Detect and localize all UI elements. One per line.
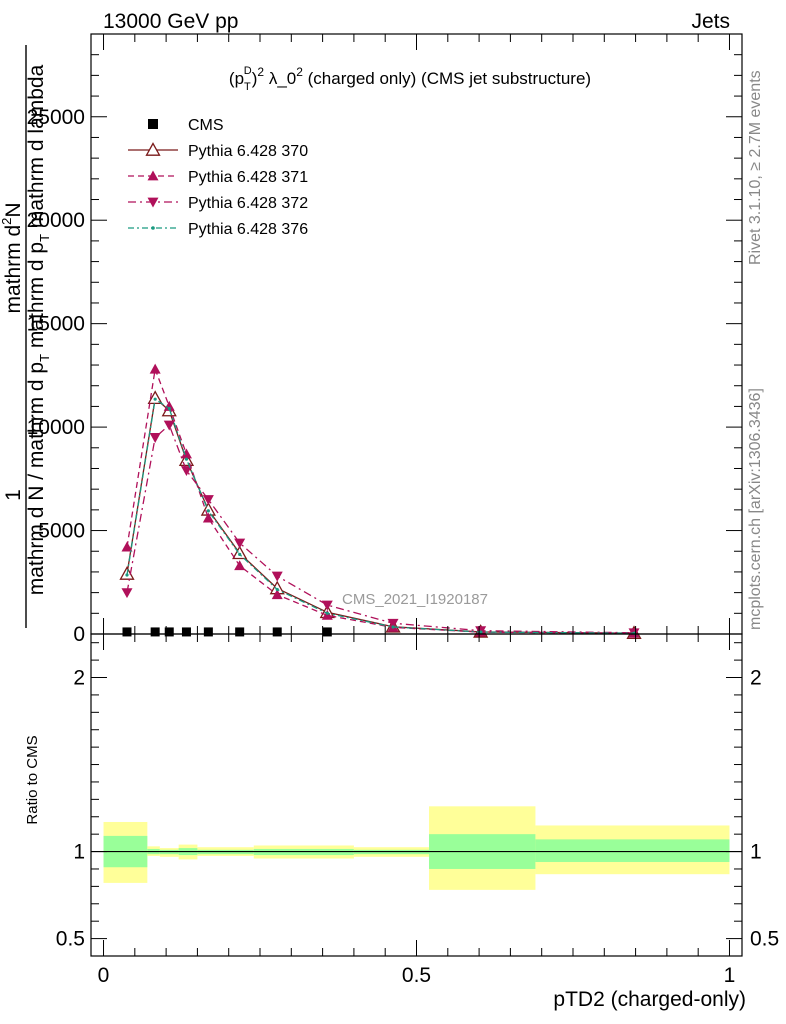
legend-marker	[151, 226, 155, 230]
p372-point	[234, 538, 246, 549]
p371-point	[163, 400, 175, 411]
legend-marker	[147, 170, 159, 181]
p371-point	[180, 448, 192, 459]
legend-marker	[147, 197, 159, 208]
p376-point	[184, 457, 189, 461]
cms-point	[122, 627, 132, 637]
main-ytick-label: 15000	[27, 313, 85, 336]
p376-point	[167, 406, 171, 411]
mcplots-label: mcplots.cern.ch [arXiv:1306.3436]	[747, 388, 764, 630]
title-sub: T	[244, 81, 251, 93]
x-axis-label: pTD2 (charged-only)	[553, 988, 746, 1011]
ylabel-one: 1	[2, 489, 25, 501]
ratio-frame	[90, 633, 743, 957]
p371-point	[149, 363, 161, 374]
p376-point	[125, 573, 129, 577]
legend-marker-cms	[148, 119, 158, 129]
cms-point	[203, 627, 213, 637]
main-ylabel: 1 mathrm d2N mathrm d N / mathrm d pT ma…	[0, 45, 52, 628]
ratio-band-inner	[535, 839, 730, 863]
ylabel-numer: mathrm d2N	[0, 202, 25, 313]
ratio-xtick-label: 0	[98, 964, 110, 987]
p372-point	[271, 571, 283, 582]
p376-point	[391, 625, 395, 629]
cms-point	[150, 627, 160, 637]
main-ytick-label: 20000	[27, 209, 85, 232]
p372-point	[121, 588, 133, 599]
ratio-ytick-label: 1	[73, 841, 85, 864]
title-tail: λ_0	[264, 69, 296, 88]
p376-point	[275, 587, 279, 592]
main-ytick-label: 5000	[38, 520, 85, 543]
p372-point	[149, 433, 161, 443]
p371-point	[271, 589, 283, 600]
rivet-label: Rivet 3.1.10, ≥ 2.7M events	[747, 70, 764, 265]
plot-title: (pTD)2 λ_02 (charged only) (CMS jet subs…	[229, 65, 591, 93]
p371-point	[202, 512, 214, 523]
p370-point	[147, 390, 163, 404]
p376-point	[153, 397, 157, 401]
cms-point	[235, 627, 245, 637]
legend-label: Pythia 6.428 376	[188, 221, 308, 238]
p371-point	[121, 541, 133, 552]
series-line-4	[126, 398, 635, 634]
legend: CMS Pythia 6.428 370 Pythia 6.428 371 Pythi…	[128, 117, 308, 238]
ylabel-denom: mathrm d N / mathrm d pT mathrm d pT mat…	[25, 64, 52, 595]
legend-label: Pythia 6.428 372	[188, 195, 308, 212]
title-base: (p	[229, 69, 244, 88]
p370-point	[232, 545, 248, 560]
ratio-xtick-label: 0.5	[402, 964, 431, 987]
p372-point	[202, 495, 214, 506]
ratio-ylabel: Ratio to CMS	[24, 735, 41, 824]
cms-point	[164, 627, 174, 637]
p372-point	[163, 420, 175, 431]
ratio-panel: 0.5 0.5 1 1 2 2 0 0.5 1	[56, 633, 779, 987]
title-sup-d: D	[244, 65, 252, 77]
ylabel-denom-sub2: T	[37, 234, 52, 242]
ratio-xtick-label: 1	[724, 964, 736, 987]
main-panel: 0 5000 10000 15000 20000 25000	[27, 33, 743, 646]
title-sq2: 2	[296, 65, 303, 79]
p372-point	[321, 600, 333, 611]
ylabel-numer-rest: N	[2, 202, 25, 217]
legend-marker	[145, 142, 161, 156]
ylabel-numer-sup: 2	[0, 218, 14, 225]
cms-point	[181, 627, 191, 637]
ratio-ytick-label: 0.5	[56, 928, 85, 951]
ylabel-denom-a: mathrm d N / mathrm d p	[25, 362, 48, 595]
title-rest: )	[252, 69, 258, 88]
p376-point	[206, 509, 210, 513]
p371-point	[234, 560, 246, 571]
main-ytick-label: 10000	[27, 416, 85, 439]
ratio-ytick-label-right: 1	[750, 841, 762, 864]
series-0	[122, 627, 332, 637]
legend-label: Pythia 6.428 370	[188, 143, 308, 160]
ylabel-numer-a: mathrm d	[2, 225, 25, 314]
legend-label: Pythia 6.428 371	[188, 169, 308, 186]
main-ytick-label: 0	[73, 623, 85, 646]
ratio-ytick-label-right: 0.5	[750, 928, 779, 951]
ratio-ytick-label: 2	[73, 667, 85, 690]
cms-point	[272, 627, 282, 637]
header-left: 13000 GeV pp	[103, 10, 238, 33]
ratio-ytick-label-right: 2	[750, 667, 762, 690]
title-sq: 2	[257, 65, 264, 79]
watermark: CMS_2021_I1920187	[342, 591, 488, 608]
ylabel-denom-end: mathrm d lambda	[25, 64, 48, 234]
ylabel-denom-sub: T	[37, 354, 52, 362]
legend-label: CMS	[188, 117, 224, 134]
p372-point	[387, 618, 399, 629]
p376-point	[479, 630, 483, 634]
p372-point	[180, 466, 192, 477]
cms-point	[322, 627, 332, 637]
main-ytick-label: 25000	[27, 106, 85, 129]
ylabel-denom-mid: mathrm d p	[25, 242, 48, 354]
p376-point	[238, 552, 242, 556]
title-end: (charged only) (CMS jet substructure)	[303, 69, 591, 88]
p376-point	[325, 611, 329, 615]
header-right: Jets	[691, 10, 730, 33]
